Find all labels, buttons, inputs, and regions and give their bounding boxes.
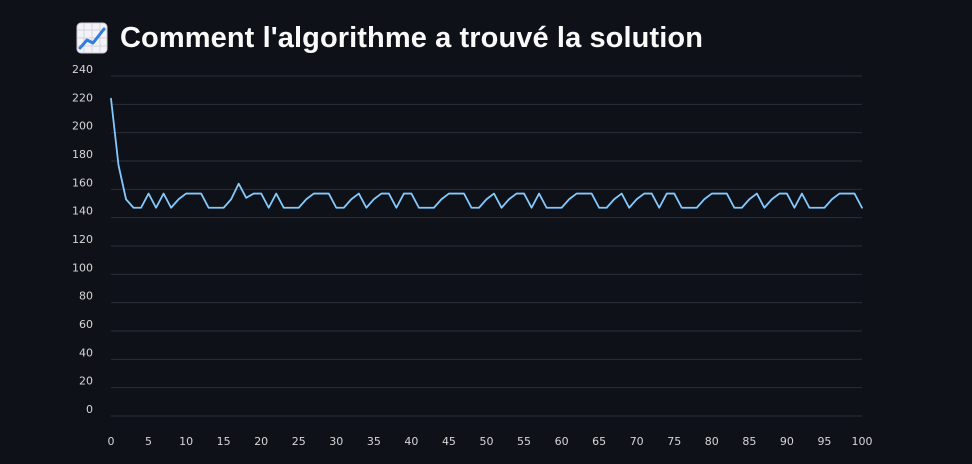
x-tick-label: 50 xyxy=(480,435,494,448)
x-tick-label: 45 xyxy=(442,435,456,448)
series-line xyxy=(110,97,863,209)
x-tick-label: 80 xyxy=(705,435,719,448)
x-tick-label: 90 xyxy=(780,435,794,448)
chart-series xyxy=(110,97,863,209)
y-tick-label: 0 xyxy=(86,403,93,416)
x-tick-label: 70 xyxy=(630,435,644,448)
x-tick-label: 0 xyxy=(108,435,115,448)
x-tick-label: 55 xyxy=(517,435,531,448)
x-tick-label: 10 xyxy=(179,435,193,448)
x-tick-label: 20 xyxy=(254,435,268,448)
y-tick-label: 60 xyxy=(79,318,93,331)
y-axis-ticks: 0 20 40 60 80 100 120 140 160 180 200 220 240 xyxy=(72,63,93,416)
y-tick-label: 100 xyxy=(72,261,93,274)
x-axis-ticks: 0 5 10 15 20 25 30 35 40 45 50 55 60 65 70 75 80 85 90 95 10… xyxy=(108,435,873,448)
y-tick-label: 180 xyxy=(72,148,93,161)
chart-grid xyxy=(111,75,862,417)
y-tick-label: 120 xyxy=(72,233,93,246)
x-tick-label: 15 xyxy=(217,435,231,448)
x-tick-label: 30 xyxy=(329,435,343,448)
page-header: Comment l'algorithme a trouvé la solutio… xyxy=(76,16,703,60)
x-tick-label: 35 xyxy=(367,435,381,448)
x-tick-label: 85 xyxy=(742,435,756,448)
x-tick-label: 5 xyxy=(145,435,152,448)
x-tick-label: 60 xyxy=(555,435,569,448)
x-tick-label: 25 xyxy=(292,435,306,448)
y-tick-label: 220 xyxy=(72,91,93,104)
y-tick-label: 40 xyxy=(79,346,93,359)
x-tick-label: 75 xyxy=(667,435,681,448)
chart-increasing-icon xyxy=(76,22,108,54)
y-tick-label: 240 xyxy=(72,63,93,76)
x-tick-label: 40 xyxy=(404,435,418,448)
y-tick-label: 200 xyxy=(72,120,93,133)
y-tick-label: 80 xyxy=(79,290,93,303)
y-tick-label: 20 xyxy=(79,375,93,388)
y-tick-label: 160 xyxy=(72,176,93,189)
x-tick-label: 95 xyxy=(817,435,831,448)
x-tick-label: 65 xyxy=(592,435,606,448)
x-tick-label: 100 xyxy=(852,435,873,448)
page-title: Comment l'algorithme a trouvé la solutio… xyxy=(120,21,704,54)
y-tick-label: 140 xyxy=(72,205,93,218)
